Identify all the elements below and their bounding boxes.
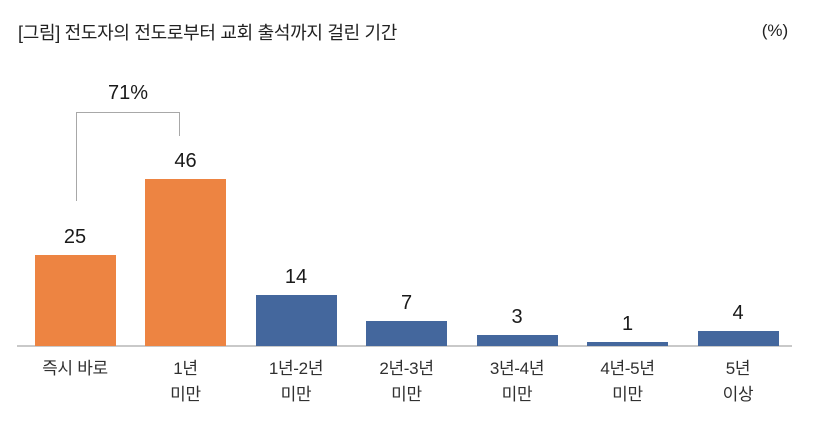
x-axis-label: 5년 이상	[722, 359, 754, 404]
bar-value-label: 46	[174, 150, 197, 172]
bar-6	[697, 331, 779, 346]
x-axis-label: 2년-3년 미만	[379, 359, 434, 404]
unit-label: (%)	[761, 21, 789, 40]
bar-value-label: 14	[284, 266, 308, 288]
bar-1	[145, 179, 226, 346]
bar-0	[34, 255, 116, 346]
bar-3	[366, 321, 447, 346]
x-axis-label: 4년-5년 미만	[600, 359, 655, 404]
bracket-right-line	[179, 112, 180, 136]
bar-value-label: 4	[732, 302, 744, 324]
bar-value-label: 3	[511, 306, 523, 328]
bar-4	[476, 335, 558, 346]
bar-value-label: 25	[63, 226, 87, 248]
bar-2	[255, 295, 337, 346]
x-axis-label: 즉시 바로	[42, 359, 108, 378]
x-axis-label: 1년 미만	[170, 359, 201, 404]
bracket-annotation-label: 71%	[107, 82, 149, 104]
bar-5	[587, 342, 668, 346]
chart-title: [그림] 전도자의 전도로부터 교회 출석까지 걸린 기간	[18, 23, 398, 43]
x-axis-label: 1년-2년 미만	[268, 359, 324, 404]
bracket-left-line	[76, 112, 77, 201]
bracket-horizontal-line	[76, 112, 180, 113]
x-axis-label: 3년-4년 미만	[489, 359, 545, 404]
bar-value-label: 7	[400, 292, 413, 314]
bar-value-label: 1	[621, 313, 634, 335]
x-axis-line	[17, 345, 792, 347]
